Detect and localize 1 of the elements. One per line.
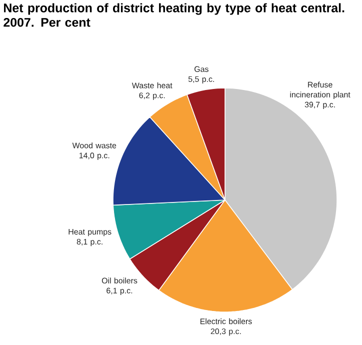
chart-title: Net production of district heating by type of heat central. 2007. Per cent	[4, 3, 344, 27]
